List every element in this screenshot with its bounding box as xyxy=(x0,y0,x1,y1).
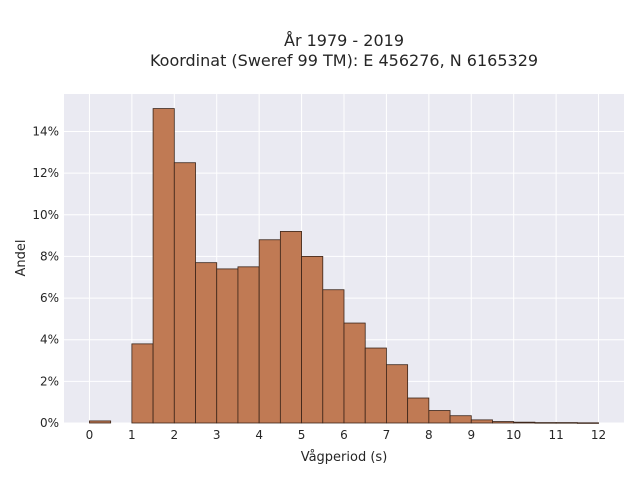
y-tick-label: 10% xyxy=(32,208,59,222)
bars xyxy=(89,108,599,424)
histogram-bar xyxy=(301,256,324,424)
histogram-bar xyxy=(534,422,557,424)
x-tick-label: 5 xyxy=(298,428,306,442)
y-axis-label: Andel xyxy=(14,240,29,277)
histogram-bar xyxy=(576,422,599,424)
histogram-bar xyxy=(152,108,175,424)
y-tick-label: 4% xyxy=(40,333,59,347)
histogram-bar xyxy=(258,239,281,424)
histogram-bar xyxy=(173,162,196,424)
x-tick-label: 9 xyxy=(467,428,475,442)
histogram-bar xyxy=(555,422,578,424)
histogram-bar xyxy=(492,421,515,424)
x-axis-label: Vågperiod (s) xyxy=(301,450,388,465)
histogram-bar xyxy=(513,421,536,424)
histogram-bar xyxy=(131,343,154,424)
x-tick-label: 11 xyxy=(548,428,563,442)
y-tick-label: 14% xyxy=(32,124,59,138)
x-tick-label: 7 xyxy=(383,428,391,442)
histogram-bar xyxy=(279,231,302,424)
histogram-bar xyxy=(322,289,345,424)
y-tick-label: 2% xyxy=(40,374,59,388)
x-tick-label: 12 xyxy=(591,428,606,442)
x-tick-label: 6 xyxy=(340,428,348,442)
x-tick-label: 1 xyxy=(128,428,136,442)
histogram-bar xyxy=(364,347,387,424)
x-tick-label: 0 xyxy=(86,428,94,442)
y-tick-labels: 0% 2% 4% 6% 8% 10% 12% 14% xyxy=(32,124,59,430)
x-tick-labels: 0 1 2 3 4 5 6 7 8 9 10 11 12 xyxy=(86,428,607,442)
histogram-bar xyxy=(195,262,218,424)
histogram-bar xyxy=(216,268,239,424)
chart-title-line1: År 1979 - 2019 xyxy=(284,31,404,50)
histogram-bar xyxy=(343,322,366,424)
x-tick-label: 10 xyxy=(506,428,521,442)
x-tick-label: 3 xyxy=(213,428,221,442)
histogram-bar xyxy=(449,415,472,424)
x-tick-label: 8 xyxy=(425,428,433,442)
histogram-bar xyxy=(386,364,409,424)
histogram-bar xyxy=(407,397,430,424)
y-tick-label: 12% xyxy=(32,166,59,180)
histogram-bar xyxy=(428,410,451,424)
x-tick-label: 4 xyxy=(255,428,263,442)
histogram-bar xyxy=(89,420,112,424)
chart-title-line2: Koordinat (Sweref 99 TM): E 456276, N 61… xyxy=(150,51,538,70)
x-tick-label: 2 xyxy=(170,428,178,442)
y-tick-label: 0% xyxy=(40,416,59,430)
y-tick-label: 8% xyxy=(40,249,59,263)
histogram-bar xyxy=(237,266,260,424)
histogram-bar xyxy=(470,419,493,424)
y-tick-label: 6% xyxy=(40,291,59,305)
